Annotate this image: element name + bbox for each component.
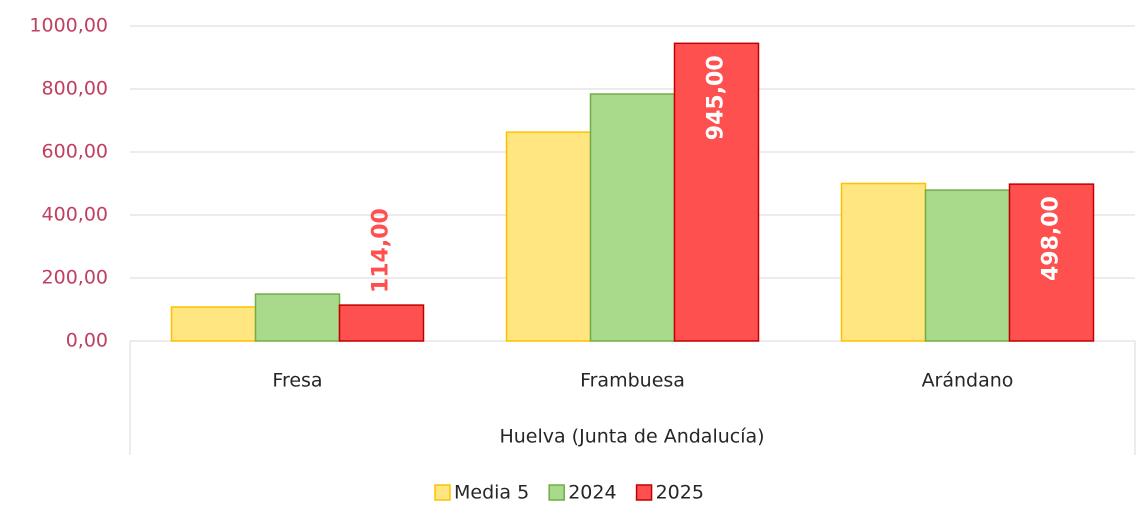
group-label: Huelva (Junta de Andalucía)	[499, 426, 764, 448]
bar	[840, 182, 927, 342]
bar	[170, 306, 257, 342]
value-label: 114,00	[369, 208, 394, 293]
bar	[338, 304, 425, 342]
x-tick-label: Fresa	[272, 370, 322, 392]
legend-label: 2025	[656, 482, 704, 504]
bar	[673, 42, 760, 342]
y-tick-label: 800,00	[42, 78, 108, 100]
legend-label: 2024	[568, 482, 616, 504]
legend-swatch	[434, 484, 451, 501]
value-label: 945,00	[704, 55, 729, 140]
y-tick-label: 200,00	[42, 267, 108, 289]
bar	[589, 93, 676, 342]
bar	[505, 131, 592, 342]
x-tick-label: Arándano	[922, 370, 1014, 392]
y-tick-label: 0,00	[66, 330, 108, 352]
value-label: 498,00	[1039, 196, 1064, 281]
legend-label: Media 5	[454, 482, 529, 504]
legend-swatch	[635, 484, 653, 501]
legend-swatch	[548, 484, 565, 501]
bar	[1008, 183, 1095, 342]
y-tick-label: 1000,00	[29, 15, 108, 37]
bar	[924, 189, 1011, 342]
y-tick-label: 600,00	[42, 141, 108, 163]
bar	[254, 293, 341, 342]
y-tick-label: 400,00	[42, 204, 108, 226]
x-tick-label: Frambuesa	[580, 370, 685, 392]
